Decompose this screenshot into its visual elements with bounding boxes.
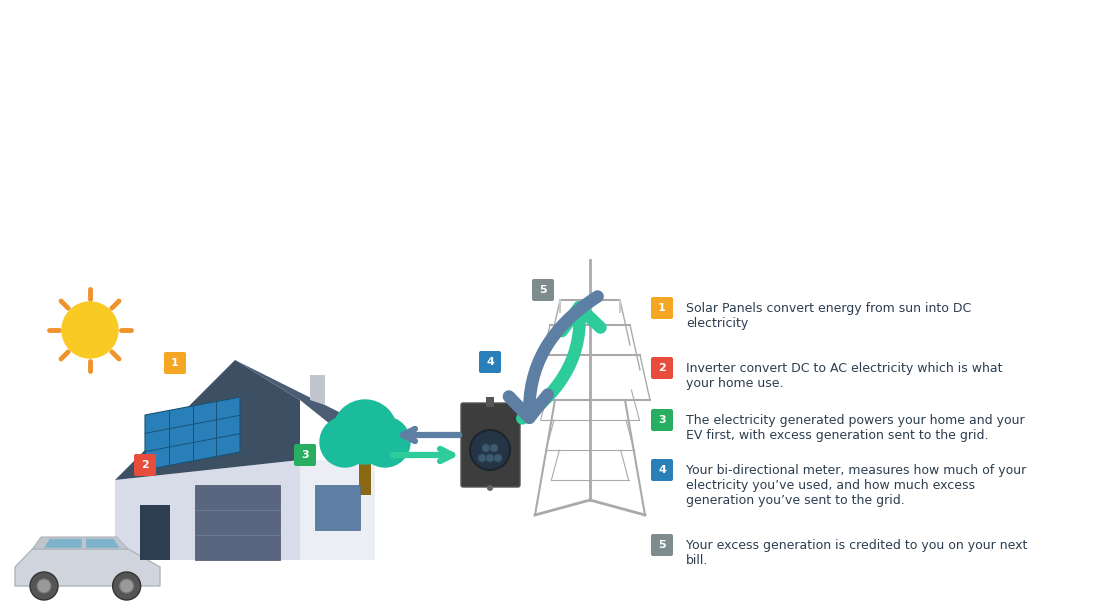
Text: Solar Panels convert energy from sun into DC: Solar Panels convert energy from sun int… [686, 302, 971, 315]
FancyBboxPatch shape [650, 459, 673, 481]
Polygon shape [235, 360, 375, 460]
Polygon shape [115, 360, 300, 480]
FancyBboxPatch shape [480, 351, 501, 373]
Text: 3: 3 [301, 450, 309, 460]
Polygon shape [195, 485, 280, 560]
Text: 4: 4 [486, 357, 494, 367]
Polygon shape [115, 460, 300, 560]
Text: The electricity generated powers your home and your: The electricity generated powers your ho… [686, 414, 1025, 427]
Circle shape [333, 400, 397, 464]
Polygon shape [315, 485, 360, 530]
Text: your home use.: your home use. [686, 377, 784, 390]
FancyBboxPatch shape [164, 352, 186, 374]
FancyBboxPatch shape [461, 403, 519, 487]
Circle shape [30, 572, 58, 600]
Text: generation you’ve sent to the grid.: generation you’ve sent to the grid. [686, 494, 905, 507]
Circle shape [320, 417, 370, 467]
Circle shape [37, 579, 51, 593]
Text: 3: 3 [658, 415, 666, 425]
Text: 2: 2 [141, 460, 149, 470]
FancyArrowPatch shape [508, 297, 597, 418]
Polygon shape [44, 539, 82, 548]
Polygon shape [145, 397, 240, 470]
FancyBboxPatch shape [650, 534, 673, 556]
Circle shape [478, 454, 486, 462]
Circle shape [112, 572, 141, 600]
Circle shape [62, 302, 118, 358]
FancyBboxPatch shape [294, 444, 316, 466]
Polygon shape [87, 539, 120, 548]
Text: electricity: electricity [686, 317, 748, 330]
Text: 4: 4 [658, 465, 666, 475]
Text: bill.: bill. [686, 554, 708, 567]
FancyBboxPatch shape [650, 297, 673, 319]
Text: EV first, with excess generation sent to the grid.: EV first, with excess generation sent to… [686, 429, 989, 442]
Text: 5: 5 [539, 285, 547, 295]
Text: Your excess generation is credited to you on your next: Your excess generation is credited to yo… [686, 539, 1028, 552]
Bar [486, 397, 494, 407]
Text: Your bi-directional meter, measures how much of your: Your bi-directional meter, measures how … [686, 464, 1027, 477]
Text: 1: 1 [171, 358, 179, 368]
Polygon shape [32, 537, 128, 549]
Circle shape [486, 454, 494, 462]
FancyBboxPatch shape [532, 279, 554, 301]
Text: 1: 1 [658, 303, 666, 313]
Circle shape [494, 454, 502, 462]
FancyBboxPatch shape [650, 409, 673, 431]
Polygon shape [16, 549, 160, 586]
FancyBboxPatch shape [134, 454, 157, 476]
Circle shape [482, 444, 490, 452]
FancyArrowPatch shape [523, 307, 601, 418]
Polygon shape [140, 505, 170, 560]
Text: electricity you’ve used, and how much excess: electricity you’ve used, and how much ex… [686, 479, 975, 492]
Circle shape [487, 485, 493, 491]
Polygon shape [310, 375, 325, 405]
Circle shape [470, 430, 509, 470]
FancyBboxPatch shape [650, 357, 673, 379]
Circle shape [490, 444, 498, 452]
Text: 5: 5 [658, 540, 666, 550]
Bar [359, 460, 371, 495]
Circle shape [120, 579, 133, 593]
Text: 2: 2 [658, 363, 666, 373]
Text: Inverter convert DC to AC electricity which is what: Inverter convert DC to AC electricity wh… [686, 362, 1002, 375]
Polygon shape [300, 460, 375, 560]
Circle shape [360, 417, 410, 467]
